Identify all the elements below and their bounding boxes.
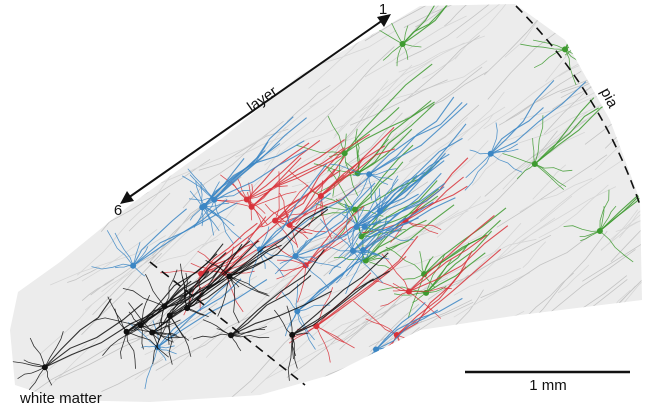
dendrite: [565, 0, 623, 49]
neurite: [103, 0, 183, 53]
neurite: [25, 111, 147, 180]
neurite: [73, 161, 131, 185]
soma: [366, 171, 372, 177]
neurite: [512, 311, 618, 357]
neurite: [70, 116, 138, 193]
neurite: [128, 45, 163, 58]
soma: [162, 303, 168, 309]
neurite: [28, 48, 144, 97]
neurite: [47, 115, 79, 152]
dendrite: [604, 26, 632, 58]
neurite: [43, 156, 104, 181]
soma: [601, 23, 607, 29]
dendrite: [604, 0, 655, 26]
neurite: [232, 0, 259, 21]
layer-6-label: 6: [114, 202, 122, 219]
soma: [228, 332, 234, 338]
neurite: [65, 55, 127, 89]
figure: 1 6 layer pia white matter 1 mm: [0, 0, 655, 409]
neurite: [43, 10, 118, 54]
neurite: [79, 82, 140, 131]
neurite: [31, 77, 112, 119]
dendrite: [604, 26, 614, 44]
neurite: [419, 336, 470, 356]
dendrite: [565, 26, 604, 56]
soma: [373, 347, 379, 353]
soma: [400, 41, 406, 47]
dendrite: [565, 0, 631, 49]
dendrite: [604, 0, 655, 26]
neurite: [523, 318, 603, 367]
soma: [130, 263, 136, 269]
layer-1-label: 1: [379, 1, 387, 18]
neurite: [82, 57, 199, 138]
neurite: [433, 351, 520, 399]
soma: [272, 218, 278, 224]
soma: [532, 161, 538, 167]
neurite: [28, 194, 108, 240]
neurite: [562, 347, 608, 391]
soma: [488, 151, 494, 157]
neurite: [63, 85, 174, 138]
soma: [201, 203, 207, 209]
soma: [562, 46, 568, 52]
neurite: [173, 0, 273, 37]
soma: [406, 289, 412, 295]
dendrite: [376, 350, 406, 369]
neurite: [28, 0, 108, 18]
soma: [350, 248, 356, 254]
dendrite: [604, 26, 619, 45]
soma: [42, 364, 48, 370]
neurite: [180, 75, 234, 132]
neurite: [77, 29, 131, 58]
neurite: [91, 6, 143, 29]
neurite: [484, 350, 529, 391]
neurite: [25, 0, 103, 64]
neurite: [296, 0, 362, 25]
neurite: [77, 60, 137, 96]
neurite: [185, 32, 235, 62]
scale-bar-label: 1 mm: [529, 377, 567, 394]
neurite: [259, 0, 327, 38]
soma: [249, 204, 255, 210]
neurite: [48, 74, 102, 137]
neurite: [148, 83, 195, 139]
neurite: [35, 122, 82, 166]
dendrite: [565, 13, 614, 49]
dendrite: [565, 8, 590, 49]
dendrite: [604, 0, 649, 26]
soma: [226, 273, 232, 279]
page: 1 6 layer pia white matter 1 mm (() => {…: [0, 0, 655, 409]
soma: [211, 197, 217, 203]
dendrite: [591, 26, 604, 38]
dendrite: [604, 15, 646, 26]
neurite: [238, 4, 305, 64]
neurite: [618, 377, 655, 391]
soma: [289, 332, 295, 338]
neurite: [583, 0, 636, 10]
neurite: [249, 0, 339, 42]
soma: [597, 228, 603, 234]
neurite: [226, 0, 319, 31]
neurite: [38, 70, 73, 102]
neurite: [64, 91, 108, 122]
dendrite: [376, 350, 390, 382]
neurite: [579, 0, 655, 15]
neurite: [304, 0, 362, 26]
neurite: [162, 2, 212, 42]
neurite: [64, 74, 137, 153]
neurite: [551, 318, 648, 357]
neurite: [610, 13, 655, 68]
neurite: [187, 97, 206, 120]
soma: [377, 208, 383, 214]
neurite: [480, 318, 546, 353]
dendrite: [604, 26, 650, 32]
white-matter-label: white matter: [19, 390, 102, 407]
neurite: [520, 354, 541, 379]
soma: [149, 330, 155, 336]
neurite: [190, 0, 324, 19]
